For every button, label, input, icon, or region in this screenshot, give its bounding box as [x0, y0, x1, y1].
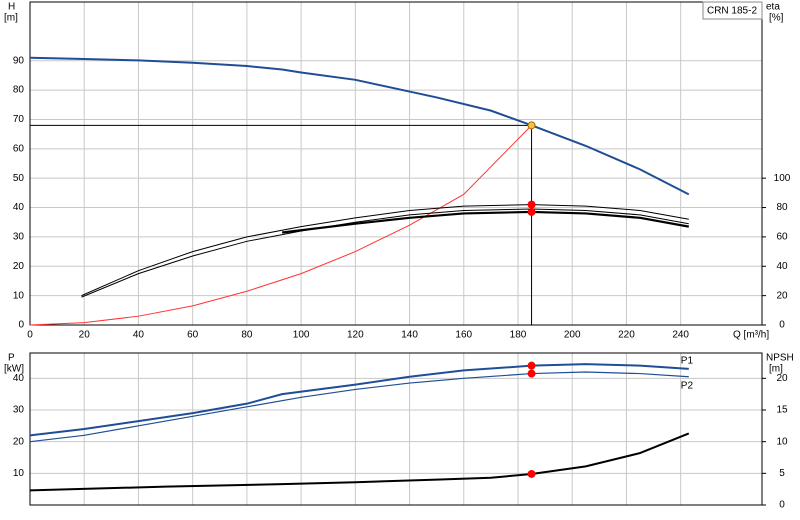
- series-label: P1: [681, 355, 694, 366]
- point: [527, 469, 536, 478]
- y2-unit: [m]: [769, 364, 783, 375]
- y2-tick-label: 5: [779, 468, 785, 479]
- x-tick-label: 40: [133, 330, 145, 341]
- y-tick-label: 80: [13, 85, 25, 96]
- y-unit: [kW]: [4, 364, 24, 375]
- series-line: [81, 204, 689, 297]
- y2-tick-label: 20: [776, 290, 788, 301]
- y2-tick-label: 0: [779, 500, 785, 511]
- x-tick-label: 120: [347, 330, 364, 341]
- series-label: P2: [681, 380, 694, 391]
- y2-tick-label: 15: [776, 405, 788, 416]
- y-tick-label: 30: [13, 405, 25, 416]
- y-tick-label: 90: [13, 55, 25, 66]
- point: [527, 121, 536, 130]
- point: [527, 207, 536, 216]
- y-tick-label: 20: [13, 261, 25, 272]
- y-tick-label: 70: [13, 114, 25, 125]
- x-tick-label: 60: [187, 330, 199, 341]
- y-tick-label: 30: [13, 232, 25, 243]
- model-box: [702, 1, 763, 20]
- y2-tick-label: 0: [779, 320, 785, 331]
- y2-label: NPSH: [766, 353, 794, 364]
- series-line: [29, 124, 532, 326]
- y2-label: eta: [766, 2, 780, 13]
- x-tick-label: 240: [672, 330, 689, 341]
- x-tick-label: 220: [618, 330, 635, 341]
- y-label: H: [8, 2, 15, 13]
- x-tick-label: 200: [564, 330, 581, 341]
- x-tick-label: 20: [79, 330, 91, 341]
- y-tick-label: 0: [18, 320, 24, 331]
- y2-tick-label: 40: [776, 261, 788, 272]
- model-label: CRN 185-2: [707, 6, 757, 17]
- point: [527, 200, 536, 209]
- x-tick-label: 140: [401, 330, 418, 341]
- y2-tick-label: 20: [776, 373, 788, 384]
- y-tick-label: 20: [13, 436, 25, 447]
- point: [527, 369, 536, 378]
- plot-frame: [29, 1, 763, 326]
- x-tick-label: 100: [293, 330, 310, 341]
- y2-tick-label: 60: [776, 232, 788, 243]
- x-tick-label: 0: [27, 330, 33, 341]
- y-label: P: [8, 353, 15, 364]
- y-tick-label: 60: [13, 143, 25, 154]
- plot-frame: [29, 352, 763, 506]
- series-line: [282, 210, 689, 234]
- series-line: [29, 56, 690, 196]
- y2-tick-label: 100: [774, 173, 791, 184]
- y2-unit: [%]: [769, 13, 784, 24]
- y-tick-label: 40: [13, 373, 25, 384]
- y-tick-label: 10: [13, 290, 25, 301]
- x-label: Q [m³/h]: [733, 330, 769, 341]
- y-unit: [m]: [4, 13, 18, 24]
- y-tick-label: 50: [13, 173, 25, 184]
- x-tick-label: 180: [510, 330, 527, 341]
- point: [527, 361, 536, 370]
- series-line: [29, 363, 689, 437]
- y2-tick-label: 10: [776, 436, 788, 447]
- x-tick-label: 80: [241, 330, 253, 341]
- y-tick-label: 40: [13, 202, 25, 213]
- series-line: [81, 208, 689, 298]
- x-tick-label: 160: [455, 330, 472, 341]
- y-tick-label: 10: [13, 468, 25, 479]
- series-line: [29, 371, 689, 443]
- y2-tick-label: 80: [776, 202, 788, 213]
- series-line: [29, 432, 690, 492]
